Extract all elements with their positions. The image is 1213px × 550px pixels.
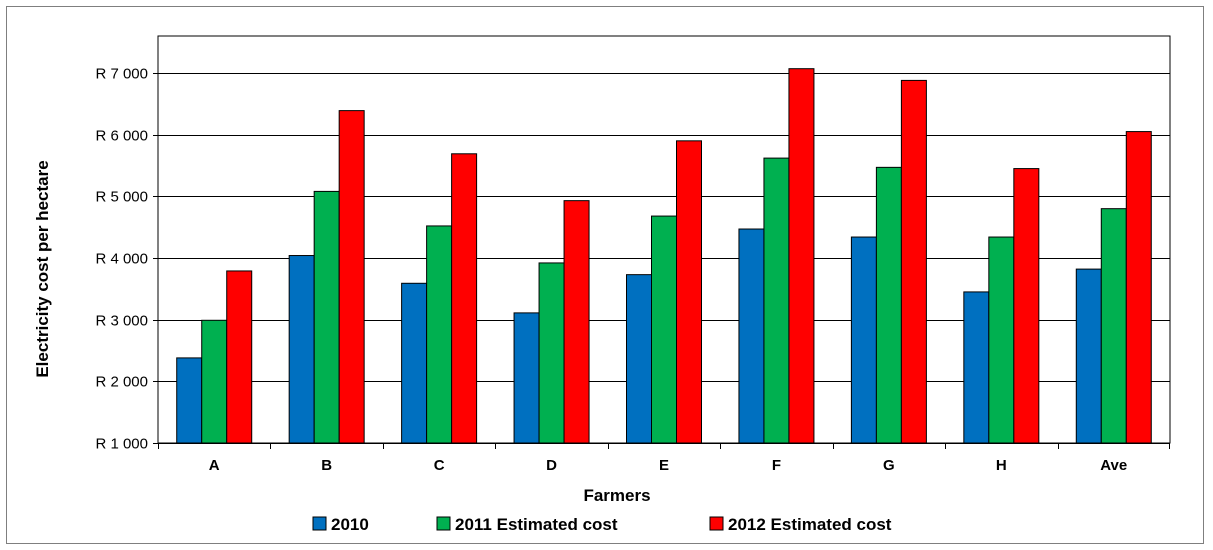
bar-b-series-2 (313, 190, 340, 444)
bar-ave-series-2 (1100, 208, 1127, 444)
bar-f-series-1 (738, 228, 765, 444)
x-category-labels: A B C D E F G H Ave (209, 457, 1127, 474)
legend-swatch (709, 516, 724, 531)
x-category-label: G (883, 457, 895, 474)
legend-label: 2010 (331, 515, 369, 534)
x-category-label: C (434, 457, 445, 474)
y-tick-label: R 3 000 (95, 313, 148, 330)
x-category-label: H (996, 457, 1007, 474)
axes (153, 35, 1171, 449)
legend-swatch (312, 516, 327, 531)
y-tick-label: R 6 000 (95, 128, 148, 145)
bar-d-series-1 (513, 312, 540, 444)
bar-ave-series-3 (1125, 131, 1152, 444)
bar-b-series-3 (338, 110, 365, 444)
y-tick-label: R 7 000 (95, 66, 148, 83)
bar-a-series-2 (201, 319, 228, 444)
bar-e-series-2 (651, 215, 677, 444)
bar-h-series-3 (1013, 168, 1040, 444)
bar-h-series-1 (963, 291, 990, 444)
legend-swatch (436, 516, 451, 531)
x-category-label: D (546, 457, 557, 474)
plot-area-border (157, 35, 1171, 444)
x-category-label: Ave (1100, 457, 1127, 474)
bar-a-series-1 (176, 357, 203, 444)
bar-d-series-2 (538, 262, 565, 444)
legend-label: 2011 Estimated cost (455, 515, 618, 534)
y-tick-label: R 2 000 (95, 374, 148, 391)
x-category-label: F (772, 457, 781, 474)
y-tick-label: R 1 000 (95, 436, 148, 453)
x-category-label: B (321, 457, 332, 474)
legend: 2010 2011 Estimated cost 2012 Estimated co… (312, 515, 892, 534)
bar-c-series-1 (401, 282, 428, 444)
x-axis-title: Farmers (583, 486, 650, 505)
bar-g-series-1 (850, 236, 877, 444)
bar-g-series-2 (875, 166, 902, 444)
y-tick-labels: R 1 000 R 2 000 R 3 000 R 4 000 R 5 000 R 6 0… (95, 66, 148, 453)
bar-c-series-3 (451, 153, 478, 444)
bar-e-series-1 (626, 274, 652, 444)
bar-g-series-3 (900, 79, 927, 444)
bar-f-series-2 (763, 157, 790, 444)
bar-h-series-2 (988, 236, 1015, 444)
x-category-label: A (209, 457, 220, 474)
chart-frame: R 1 000 R 2 000 R 3 000 R 4 000 R 5 000 R 6 0… (6, 6, 1204, 544)
bar-e-series-3 (676, 140, 702, 444)
bar-chart: R 1 000 R 2 000 R 3 000 R 4 000 R 5 000 R 6 0… (33, 35, 1171, 534)
bar-d-series-3 (563, 200, 590, 444)
bar-ave-series-1 (1075, 268, 1102, 444)
bar-a-series-3 (226, 270, 253, 444)
bar-c-series-2 (426, 225, 453, 444)
bars (176, 68, 1152, 444)
bar-b-series-1 (288, 255, 315, 444)
y-tick-label: R 5 000 (95, 189, 148, 206)
y-axis-title: Electricity cost per hectare (33, 160, 52, 377)
bar-f-series-3 (788, 68, 815, 444)
y-tick-label: R 4 000 (95, 251, 148, 268)
legend-label: 2012 Estimated cost (728, 515, 892, 534)
x-category-label: E (659, 457, 669, 474)
